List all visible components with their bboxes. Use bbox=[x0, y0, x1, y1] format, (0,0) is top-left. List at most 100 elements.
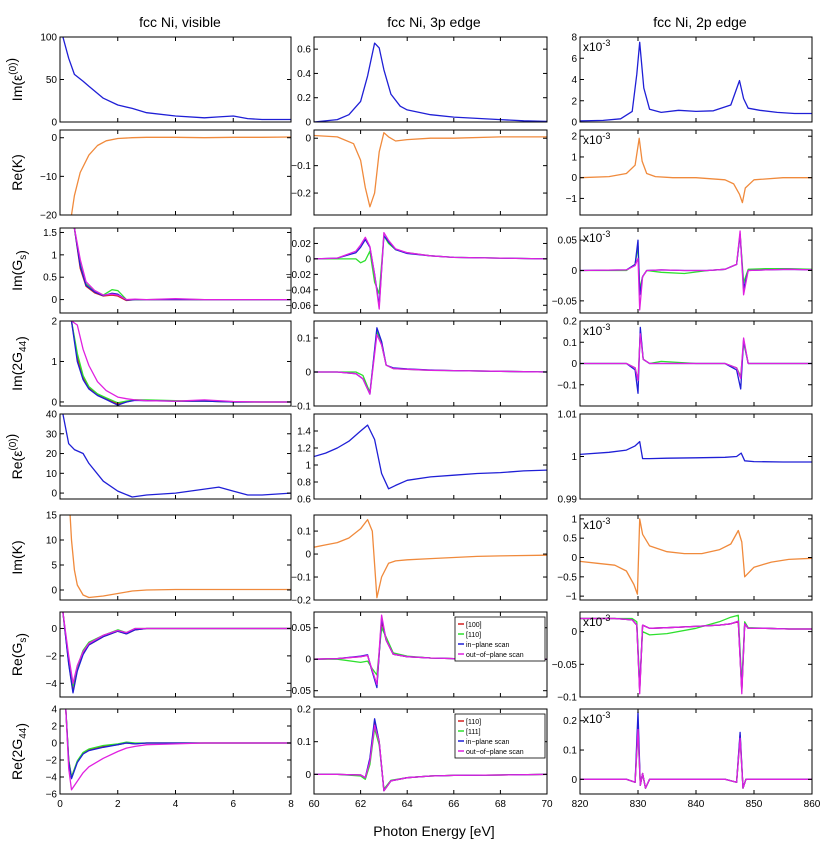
chart-panel-r0-c1: 0 0.2 0.4 0.6 bbox=[297, 36, 548, 129]
y-tick-label: −0.02 bbox=[286, 270, 312, 281]
y-tick-label: 4 bbox=[51, 705, 57, 716]
y-tick-label: 0 bbox=[305, 254, 311, 265]
series-line-blue bbox=[62, 37, 291, 121]
y-tick-label: −4 bbox=[46, 773, 58, 784]
chart-panel-r6-c1: −0.05 0 0.05 [100] [110] in−plane scan out−of−… bbox=[286, 611, 548, 698]
row-label-4: Re(ε(0)) bbox=[3, 434, 25, 480]
y-tick-label: −0.2 bbox=[291, 596, 311, 607]
y-tick-label: 30 bbox=[46, 429, 58, 440]
series-line-magenta bbox=[314, 724, 547, 792]
series-line-green bbox=[580, 330, 812, 382]
plot-frame bbox=[579, 129, 813, 216]
y-tick-label: 1.2 bbox=[297, 444, 311, 455]
y-tick-label: −1 bbox=[566, 194, 578, 205]
series-line-magenta bbox=[65, 709, 291, 791]
y-tick-label: 1 bbox=[305, 461, 311, 472]
y-tick-label: 0 bbox=[571, 118, 577, 129]
plot-frame bbox=[59, 708, 292, 795]
y-tick-label: 40 bbox=[46, 410, 58, 421]
series-line-magenta bbox=[580, 617, 812, 695]
y-tick-label: 0.05 bbox=[558, 236, 578, 247]
y-tick-label: −0.5 bbox=[557, 572, 577, 583]
legend-label: out−of−plane scan bbox=[466, 749, 524, 756]
multiplier-label: x10-3 bbox=[583, 710, 610, 726]
chart-panel-r1-c2: −1 0 1 2 x10-3 bbox=[566, 129, 813, 216]
x-tick-label: 60 bbox=[308, 799, 320, 810]
legend-box bbox=[454, 616, 546, 662]
chart-panel-r0-c2: 0 2 4 6 8 x10-3 bbox=[571, 33, 813, 129]
y-tick-label: 20 bbox=[46, 449, 58, 460]
y-tick-label: −20 bbox=[40, 211, 57, 222]
y-tick-label: 0.2 bbox=[563, 716, 577, 727]
legend-label: out−of−plane scan bbox=[466, 652, 524, 659]
y-tick-label: 0 bbox=[51, 489, 57, 500]
x-tick-label: 850 bbox=[746, 799, 763, 810]
y-tick-label: 1.4 bbox=[297, 427, 311, 438]
row-label-2: Im(Gs) bbox=[9, 250, 29, 291]
plot-frame bbox=[579, 611, 813, 698]
x-tick-label: 64 bbox=[402, 799, 414, 810]
plot-frame bbox=[579, 36, 813, 123]
x-tick-label: 0 bbox=[57, 799, 63, 810]
series-line-red bbox=[62, 612, 291, 693]
series-line-red bbox=[70, 321, 291, 405]
chart-panel-r4-c0: 0 10 20 30 40 bbox=[46, 410, 292, 500]
y-tick-label: 0 bbox=[305, 368, 311, 379]
chart-panel-r1-c0: −20 −10 0 bbox=[40, 129, 292, 222]
legend-label: [111] bbox=[466, 729, 481, 736]
series-line-magenta bbox=[580, 333, 812, 382]
chart-panel-r6-c0: −4 −2 0 bbox=[46, 611, 292, 698]
chart-panel-r6-c2: −0.1 −0.05 0 x10-3 bbox=[552, 611, 813, 704]
chart-panel-r2-c2: −0.05 0 0.05 x10-3 bbox=[552, 227, 813, 314]
y-tick-label: 0.5 bbox=[563, 534, 577, 545]
y-tick-label: 2 bbox=[51, 722, 57, 733]
plot-frame bbox=[579, 413, 813, 500]
series-line-blue bbox=[314, 42, 547, 122]
series-line-blue bbox=[580, 440, 812, 463]
y-tick-label: 8 bbox=[571, 33, 577, 44]
series-group bbox=[580, 440, 812, 463]
legend: [100] [110] in−plane scan out−of−plane scan bbox=[454, 616, 546, 662]
multiplier-label: x10-3 bbox=[583, 38, 610, 54]
y-tick-label: 0.2 bbox=[297, 705, 311, 716]
row-label-0: Im(ε(0)) bbox=[3, 58, 25, 101]
y-tick-label: 10 bbox=[46, 469, 58, 480]
series-group bbox=[65, 709, 291, 791]
legend-label: [110] bbox=[466, 719, 481, 726]
chart-panel-r2-c1: −0.06 −0.04 −0.02 0 0.02 bbox=[286, 227, 548, 314]
multiplier-label: x10-3 bbox=[583, 516, 610, 532]
series-group bbox=[580, 230, 812, 311]
y-tick-label: 0 bbox=[571, 553, 577, 564]
y-tick-label: 4 bbox=[571, 75, 577, 86]
y-tick-label: 0.5 bbox=[43, 273, 57, 284]
y-tick-label: 0.1 bbox=[563, 338, 577, 349]
y-tick-label: −0.2 bbox=[291, 189, 311, 200]
y-tick-label: 1.01 bbox=[558, 410, 578, 421]
x-tick-label: 66 bbox=[448, 799, 460, 810]
y-tick-label: 5 bbox=[51, 561, 57, 572]
y-tick-label: 6 bbox=[571, 54, 577, 65]
x-tick-label: 6 bbox=[230, 799, 236, 810]
y-tick-label: −0.04 bbox=[286, 285, 312, 296]
series-line-red bbox=[73, 228, 291, 302]
y-tick-label: 15 bbox=[46, 511, 58, 522]
series-line-green bbox=[73, 228, 291, 301]
y-tick-label: 0.1 bbox=[297, 737, 311, 748]
plot-frame bbox=[59, 129, 292, 216]
series-line-magenta bbox=[314, 614, 547, 686]
series-line-magenta bbox=[314, 333, 547, 395]
chart-panel-r2-c0: 0 0.5 1 1.5 bbox=[43, 227, 292, 314]
series-line-green bbox=[580, 233, 812, 290]
y-tick-label: 0 bbox=[571, 627, 577, 638]
series-group bbox=[580, 614, 812, 695]
series-line-magenta bbox=[580, 728, 812, 789]
y-tick-label: 0.1 bbox=[563, 746, 577, 757]
plot-frame bbox=[313, 129, 548, 216]
legend-label: [110] bbox=[466, 632, 481, 639]
chart-panel-r5-c2: −1 −0.5 0 0.5 1 x10-3 bbox=[557, 514, 813, 603]
column-title-3p-edge: fcc Ni, 3p edge bbox=[387, 14, 481, 30]
chart-panel-r7-c1: 60 62 64 66 68 70 0 0.1 0.2 [110] [111] in−plane sc… bbox=[297, 705, 553, 811]
row-label-6: Re(Gs) bbox=[9, 633, 29, 676]
legend-label: in−plane scan bbox=[466, 739, 510, 746]
